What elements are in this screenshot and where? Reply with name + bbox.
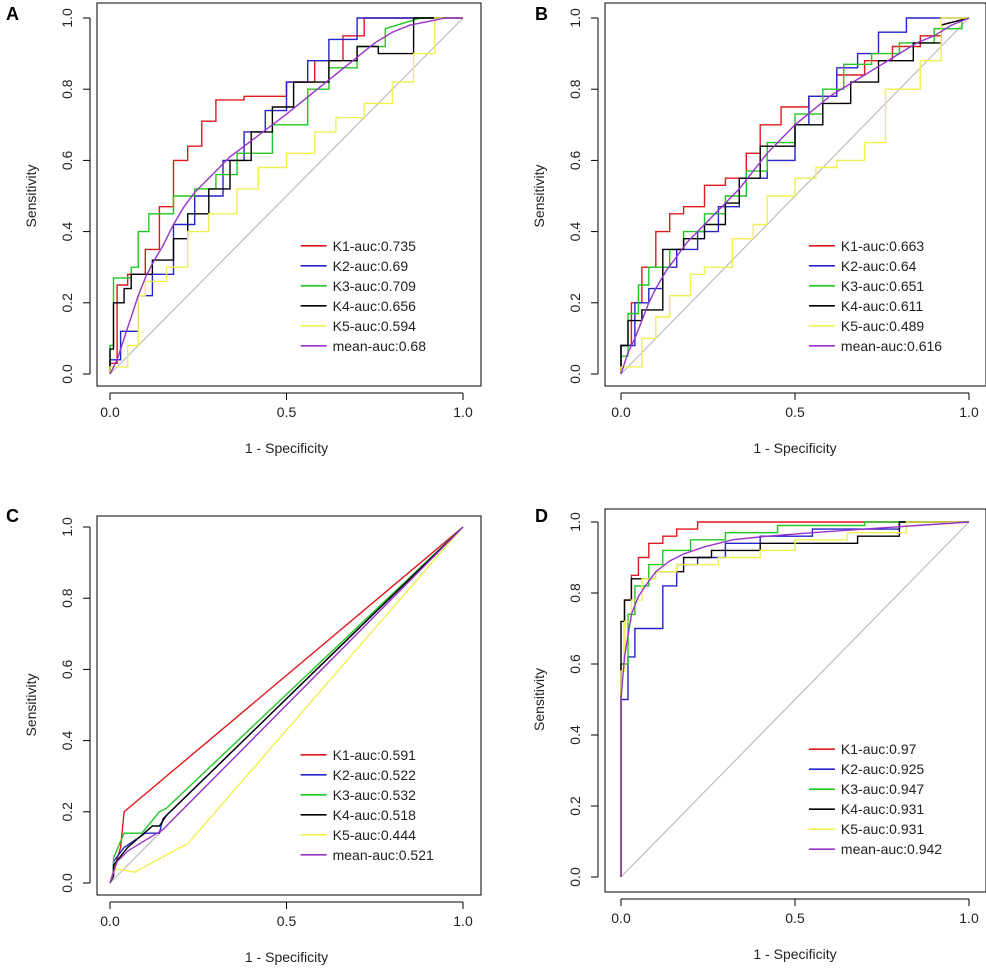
plot-frame — [604, 2, 986, 387]
plot-frame — [604, 508, 986, 893]
panel-letter: C — [6, 506, 19, 526]
y-tick-label: 0.4 — [59, 222, 75, 242]
legend-label-k4: K4-auc:0.518 — [333, 807, 416, 823]
y-tick-label: 0.8 — [567, 79, 583, 99]
legend-label-k4: K4-auc:0.611 — [841, 298, 923, 314]
legend-label-k5: K5-auc:0.931 — [841, 821, 924, 837]
y-tick-label: 0.6 — [59, 659, 75, 679]
legend-label-k2: K2-auc:0.522 — [333, 767, 416, 783]
panel-c: C 0.0 0.5 1.0 1 - Specificity 0.0 0.2 0.4 0.6 0.8… — [6, 506, 482, 965]
legend-label-mean: mean-auc:0.521 — [333, 847, 434, 863]
y-tick-label: 0.4 — [567, 222, 583, 242]
roc-line-k3 — [620, 17, 969, 374]
legend-label-mean: mean-auc:0.68 — [333, 338, 427, 354]
legend-label-k3: K3-auc:0.651 — [841, 278, 924, 294]
panel-d: D 0.0 0.5 1.0 1 - Specificity 0.0 0.2 0.4 0.6 0.8… — [531, 506, 986, 962]
y-tick-label: 1.0 — [59, 517, 75, 537]
y-tick-label: 0.6 — [59, 150, 75, 170]
roc-line-k3 — [109, 17, 463, 374]
roc-line-k4 — [620, 521, 969, 877]
x-axis-label: 1 - Specificity — [753, 946, 836, 962]
legend-label-k1: K1-auc:0.97 — [841, 741, 917, 757]
y-tick-label: 0.2 — [59, 293, 75, 313]
legend-label-k1: K1-auc:0.591 — [333, 747, 416, 763]
legend-label-mean: mean-auc:0.616 — [841, 338, 942, 354]
panel-letter: A — [6, 4, 19, 24]
legend-label-k2: K2-auc:0.925 — [841, 761, 924, 777]
legend-label-k1: K1-auc:0.735 — [333, 238, 416, 254]
roc-line-k4 — [620, 17, 970, 374]
roc-line-k5 — [620, 521, 969, 877]
x-tick-label: 1.0 — [453, 913, 473, 929]
y-axis-label: Sensitivity — [23, 673, 39, 736]
x-tick-label: 1.0 — [959, 404, 979, 420]
panel-letter: B — [535, 4, 548, 24]
y-tick-label: 0.8 — [59, 79, 75, 99]
legend-label-k5: K5-auc:0.594 — [333, 318, 416, 334]
legend-label-k4: K4-auc:0.931 — [841, 801, 924, 817]
y-tick-label: 0.0 — [567, 867, 583, 887]
y-tick-label: 0.6 — [567, 150, 583, 170]
y-tick-label: 0.0 — [59, 364, 75, 384]
legend-label-k3: K3-auc:0.709 — [333, 278, 416, 294]
y-tick-label: 0.8 — [59, 588, 75, 608]
y-tick-label: 1.0 — [59, 8, 75, 28]
roc-line-mean — [620, 521, 970, 877]
roc-line-k3 — [620, 521, 969, 877]
x-tick-label: 0.5 — [277, 404, 297, 420]
x-tick-label: 0.0 — [611, 910, 631, 926]
y-tick-label: 0.4 — [567, 725, 583, 745]
panel-a: A 0.0 0.5 1.0 1 - Specificity 0.0 0.2 0.4 0.6 0.8… — [6, 2, 482, 456]
x-axis-label: 1 - Specificity — [245, 949, 328, 965]
legend-label-k3: K3-auc:0.532 — [333, 787, 416, 803]
y-tick-label: 0.0 — [59, 873, 75, 893]
y-tick-label: 1.0 — [567, 8, 583, 28]
x-tick-label: 0.5 — [277, 913, 297, 929]
roc-line-k5 — [109, 17, 463, 374]
reference-diagonal — [620, 521, 970, 878]
y-tick-label: 1.0 — [567, 512, 583, 532]
y-tick-label: 0.8 — [567, 583, 583, 603]
roc-line-mean — [109, 526, 464, 884]
y-axis-label: Sensitivity — [23, 164, 39, 227]
roc-line-k4 — [109, 17, 463, 374]
plot-frame — [96, 2, 482, 387]
panel-letter: D — [535, 506, 548, 526]
legend-label-k3: K3-auc:0.947 — [841, 781, 924, 797]
legend-label-k4: K4-auc:0.656 — [333, 298, 416, 314]
legend-label-k2: K2-auc:0.69 — [333, 258, 409, 274]
x-tick-label: 1.0 — [453, 404, 473, 420]
x-tick-label: 0.0 — [611, 404, 631, 420]
y-tick-label: 0.2 — [567, 293, 583, 313]
x-axis-label: 1 - Specificity — [753, 440, 836, 456]
legend-label-k5: K5-auc:0.444 — [333, 827, 416, 843]
y-tick-label: 0.4 — [59, 731, 75, 751]
roc-line-k1 — [109, 17, 463, 374]
legend-label-k5: K5-auc:0.489 — [841, 318, 924, 334]
roc-line-mean — [109, 17, 463, 375]
legend-label-k1: K1-auc:0.663 — [841, 238, 924, 254]
roc-line-mean — [620, 17, 970, 375]
roc-line-k5 — [620, 17, 969, 374]
x-axis-label: 1 - Specificity — [245, 440, 328, 456]
legend-label-mean: mean-auc:0.942 — [841, 841, 942, 857]
y-axis-label: Sensitivity — [531, 164, 547, 227]
y-axis-label: Sensitivity — [531, 668, 547, 731]
x-tick-label: 1.0 — [959, 910, 979, 926]
y-tick-label: 0.0 — [567, 364, 583, 384]
plot-frame — [96, 515, 482, 896]
y-tick-label: 0.2 — [567, 796, 583, 816]
x-tick-label: 0.5 — [785, 404, 805, 420]
reference-diagonal — [109, 17, 464, 375]
y-tick-label: 0.2 — [59, 802, 75, 822]
x-tick-label: 0.0 — [100, 913, 120, 929]
y-tick-label: 0.6 — [567, 654, 583, 674]
x-tick-label: 0.0 — [100, 404, 120, 420]
x-tick-label: 0.5 — [785, 910, 805, 926]
panel-b: B 0.0 0.5 1.0 1 - Specificity 0.0 0.2 0.4 0.6 0.8… — [531, 2, 986, 456]
legend-label-k2: K2-auc:0.64 — [841, 258, 917, 274]
